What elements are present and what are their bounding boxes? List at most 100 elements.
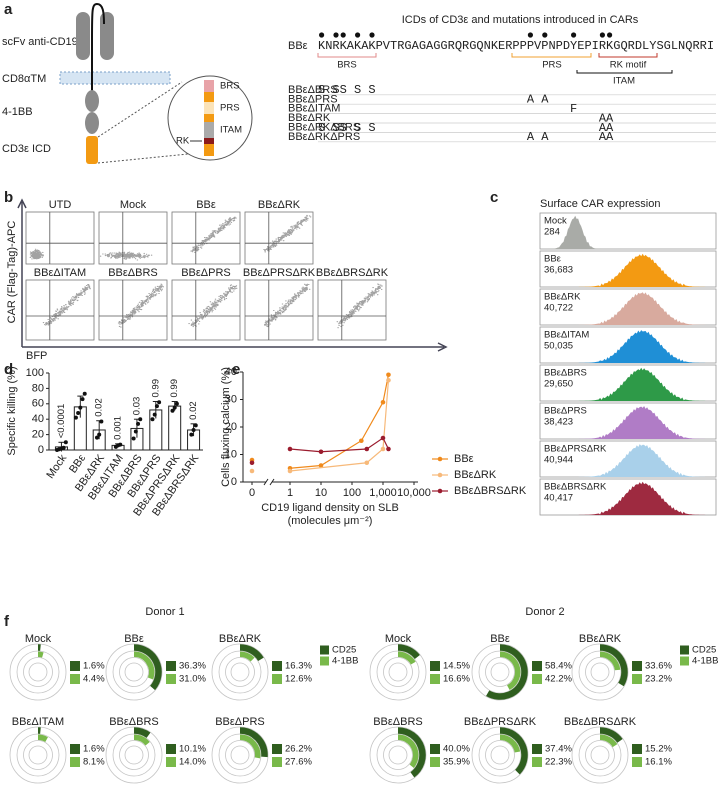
value-label: 16.6% <box>443 674 470 685</box>
inset-label: ITAM <box>220 125 242 136</box>
chart-title: BBεΔPRS <box>215 716 265 728</box>
value-swatch <box>272 744 282 754</box>
value-label: 16.3% <box>285 661 312 672</box>
construct-name: BBεΔRK <box>288 112 331 124</box>
y-tick-label: 30 <box>225 393 237 405</box>
construct-name: BBεΔITAM <box>288 103 340 115</box>
legend-label: CD25 <box>332 645 356 656</box>
series-line <box>289 374 390 469</box>
ring-outline <box>112 733 156 777</box>
x-tick-label: 10,000 <box>397 487 431 499</box>
ring-arc <box>599 727 623 743</box>
panel-label: b <box>4 189 13 206</box>
ring-arc <box>499 651 521 691</box>
cd137-domain <box>85 90 99 112</box>
histogram <box>540 367 716 401</box>
data-point <box>80 397 85 402</box>
axis-label: Specific killing (%) <box>6 366 18 455</box>
construct-name: BBεΔPRS <box>288 93 338 105</box>
data-point <box>364 460 370 466</box>
ring-outline <box>28 662 48 682</box>
series-line <box>289 380 390 472</box>
ring-outline <box>230 745 250 765</box>
histogram <box>540 406 716 439</box>
value-swatch <box>272 661 282 671</box>
event-cloud <box>336 283 383 329</box>
ring-outline <box>218 733 262 777</box>
ring-outline <box>112 650 156 694</box>
x-tick-label: Mock <box>44 452 69 481</box>
y-tick-label: 40 <box>225 366 237 378</box>
value-label: 10.1% <box>179 744 206 755</box>
ring-outline <box>9 726 67 784</box>
value-swatch <box>532 757 542 767</box>
sequence: KNRKAKAKPVTRGAGAGGRQRGQNKERPPPVPNPDYEPIR… <box>318 39 714 53</box>
data-point <box>136 421 141 426</box>
legend-label: 4-1BB <box>332 656 358 667</box>
ring-outline <box>471 726 529 784</box>
ring-outline <box>369 726 427 784</box>
p-value: 0.02 <box>94 398 105 417</box>
ring-arc <box>499 727 528 775</box>
value-swatch <box>632 757 642 767</box>
data-point <box>191 427 196 432</box>
histogram <box>540 444 716 477</box>
chart-title: Mock <box>385 633 412 645</box>
panel-label: d <box>4 361 13 378</box>
ring-arc <box>133 651 155 680</box>
icd-segment <box>204 80 214 92</box>
event-cloud <box>190 216 237 253</box>
value-swatch <box>272 757 282 767</box>
data-point <box>359 438 364 444</box>
mutation-string: A A AA <box>318 130 614 144</box>
ring-outline <box>376 733 420 777</box>
y-tick-label: 100 <box>26 367 44 379</box>
p-value: 0.03 <box>131 397 142 416</box>
plot-title: BBεΔRK <box>258 199 301 211</box>
domain-label: CD8αTM <box>2 73 46 85</box>
panel-label: e <box>232 361 240 378</box>
cd137-domain <box>85 112 99 134</box>
construct-name: BBεΔPRS <box>544 406 587 417</box>
y-tick-label: 40 <box>32 413 44 425</box>
data-point <box>99 419 104 424</box>
ring-outline <box>478 650 522 694</box>
value-label: 42.2% <box>545 674 572 685</box>
value-swatch <box>166 661 176 671</box>
construct-name: BBε <box>288 40 308 52</box>
mutation-dot <box>527 32 534 38</box>
donor-title: Donor 1 <box>145 606 184 618</box>
value-label: 14.0% <box>179 757 206 768</box>
construct-name: BBεΔRKΔBRS <box>288 122 360 134</box>
icd <box>86 136 98 164</box>
motif-label: RK motif <box>610 60 647 71</box>
y-tick-label: 0 <box>231 476 237 488</box>
icd-segment <box>204 138 214 144</box>
scfv-domain <box>100 12 114 60</box>
data-point <box>78 405 83 410</box>
panel-label: c <box>490 189 498 206</box>
value-swatch <box>70 661 80 671</box>
icd-segment <box>204 144 214 156</box>
panel-label: f <box>4 613 10 630</box>
value-swatch <box>430 674 440 684</box>
plot-frame <box>25 279 95 341</box>
plot-frame <box>171 279 241 341</box>
value-label: 15.2% <box>645 744 672 755</box>
ring-outline <box>23 657 53 687</box>
event-cloud <box>99 251 153 261</box>
axis-label: (molecules μm⁻²) <box>288 515 373 527</box>
data-point <box>131 436 136 441</box>
motif-label: BRS <box>337 60 357 71</box>
inset-label: PRS <box>220 103 240 114</box>
mutation-dot <box>542 32 548 38</box>
ring-outline <box>105 643 163 701</box>
ring-outline <box>571 726 629 784</box>
value-swatch <box>166 744 176 754</box>
data-point <box>189 432 194 437</box>
value-swatch <box>70 674 80 684</box>
panel-title: Surface CAR expression <box>540 198 660 210</box>
ring-outline <box>119 740 149 770</box>
construct-name: BBεΔPRSΔRK <box>544 444 607 455</box>
x-tick-label: 1,000 <box>369 487 397 499</box>
